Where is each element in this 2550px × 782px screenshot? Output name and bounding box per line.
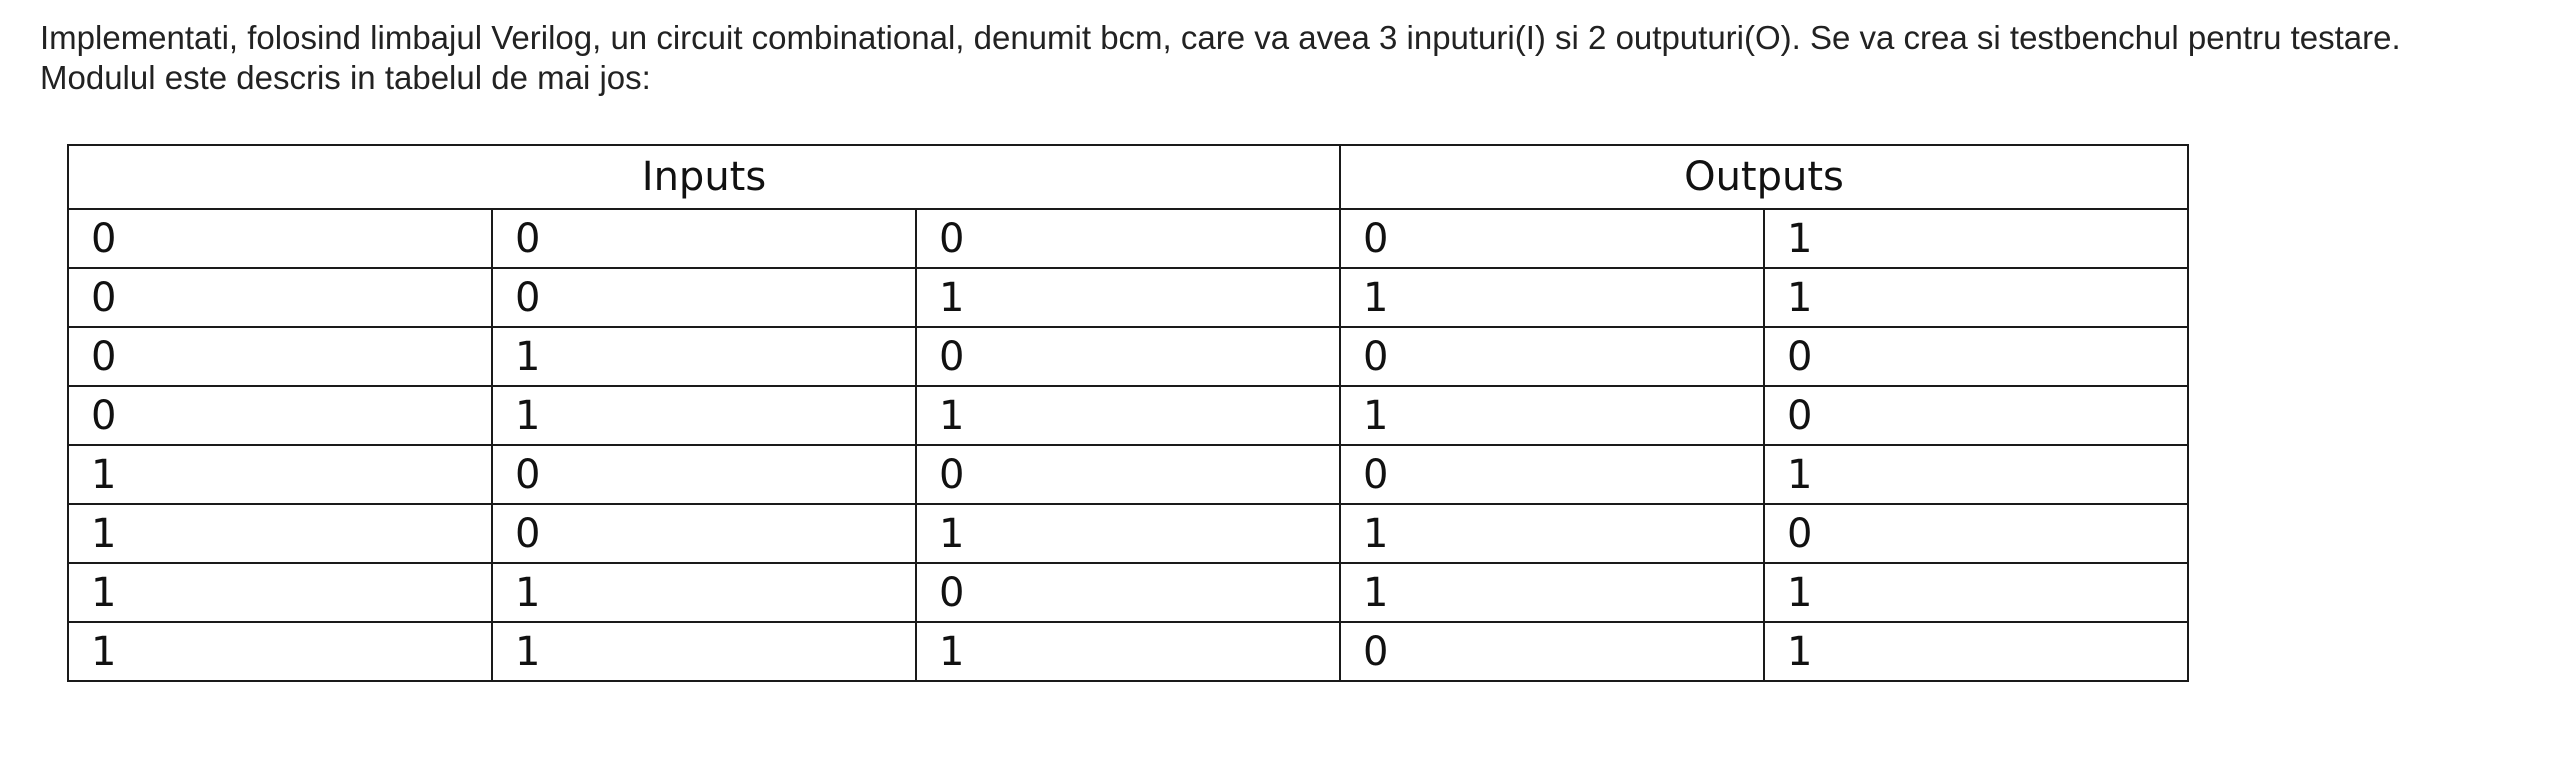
output-cell: 1 — [1763, 208, 2189, 269]
input-cell: 0 — [67, 208, 493, 269]
output-cell: 1 — [1763, 621, 2189, 682]
input-cell: 0 — [491, 503, 917, 564]
truth-table: Inputs Outputs 0 0 0 0 1 0 0 1 1 1 0 1 0… — [67, 144, 2189, 682]
input-cell: 1 — [67, 621, 493, 682]
output-cell: 0 — [1763, 326, 2189, 387]
input-cell: 0 — [915, 562, 1341, 623]
input-cell: 0 — [67, 267, 493, 328]
output-cell: 1 — [1339, 562, 1765, 623]
task-description: Implementati, folosind limbajul Verilog,… — [40, 19, 2401, 96]
output-cell: 1 — [1339, 385, 1765, 446]
inputs-header: Inputs — [67, 144, 1341, 210]
output-cell: 0 — [1339, 208, 1765, 269]
table-row: 0 0 0 0 1 — [67, 208, 2189, 269]
input-cell: 1 — [491, 326, 917, 387]
output-cell: 1 — [1339, 267, 1765, 328]
input-cell: 0 — [491, 444, 917, 505]
output-cell: 0 — [1763, 385, 2189, 446]
input-cell: 1 — [491, 385, 917, 446]
input-cell: 0 — [915, 444, 1341, 505]
input-cell: 0 — [491, 208, 917, 269]
output-cell: 0 — [1339, 444, 1765, 505]
input-cell: 1 — [67, 503, 493, 564]
input-cell: 1 — [491, 562, 917, 623]
table-row: 0 1 1 1 0 — [67, 385, 2189, 446]
table-row: 1 0 1 1 0 — [67, 503, 2189, 564]
input-cell: 1 — [915, 385, 1341, 446]
table-row: 1 0 0 0 1 — [67, 444, 2189, 505]
table-row: 1 1 1 0 1 — [67, 621, 2189, 682]
output-cell: 0 — [1763, 503, 2189, 564]
table-row: 0 1 0 0 0 — [67, 326, 2189, 387]
table-row: 0 0 1 1 1 — [67, 267, 2189, 328]
output-cell: 1 — [1763, 267, 2189, 328]
input-cell: 1 — [915, 267, 1341, 328]
input-cell: 1 — [67, 562, 493, 623]
input-cell: 1 — [915, 503, 1341, 564]
output-cell: 1 — [1339, 503, 1765, 564]
input-cell: 0 — [67, 326, 493, 387]
input-cell: 0 — [915, 208, 1341, 269]
input-cell: 0 — [67, 385, 493, 446]
input-cell: 1 — [491, 621, 917, 682]
outputs-header: Outputs — [1339, 144, 2189, 210]
table-header-row: Inputs Outputs — [67, 144, 2189, 210]
input-cell: 0 — [915, 326, 1341, 387]
output-cell: 1 — [1763, 444, 2189, 505]
output-cell: 1 — [1763, 562, 2189, 623]
input-cell: 1 — [915, 621, 1341, 682]
output-cell: 0 — [1339, 621, 1765, 682]
table-row: 1 1 0 1 1 — [67, 562, 2189, 623]
input-cell: 1 — [67, 444, 493, 505]
input-cell: 0 — [491, 267, 917, 328]
output-cell: 0 — [1339, 326, 1765, 387]
